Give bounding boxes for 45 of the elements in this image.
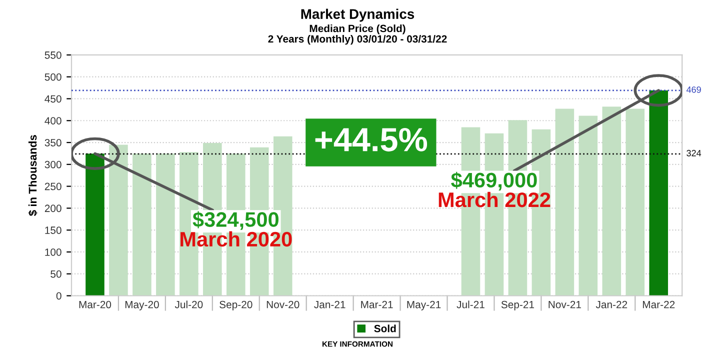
y-tick-label: 200: [44, 204, 62, 212]
x-tick-label: Jan-22: [596, 300, 628, 308]
ref-line-label: 324: [686, 150, 702, 156]
y-tick-label: 400: [44, 117, 62, 124]
bar: [649, 90, 668, 296]
y-tick-label: 250: [44, 182, 62, 190]
bar: [86, 154, 104, 296]
x-tick-label: Nov-20: [266, 300, 300, 308]
chart-subtitle: Median Price (Sold) 2 Years (Monthly) 03/01/20 - 03/31/22: [268, 24, 447, 45]
annotation: March 2022: [438, 192, 550, 208]
x-tick-label: Mar-22: [642, 300, 675, 308]
annotation: $469,000: [451, 172, 537, 191]
y-tick-label: 300: [44, 160, 62, 168]
x-tick-label: Nov-21: [548, 300, 581, 308]
bar: [602, 106, 622, 296]
annotation: $324,500: [192, 211, 278, 230]
x-tick-label: Mar-21: [361, 300, 393, 308]
annotation: +44.5%: [315, 128, 428, 152]
y-tick-label: 0: [56, 292, 62, 300]
y-tick-label: 100: [45, 248, 62, 256]
y-axis-title: $ in Thousands: [28, 135, 38, 216]
bar: [578, 116, 598, 296]
x-tick-label: Jul-20: [174, 300, 203, 308]
x-tick-label: Jan-21: [314, 300, 346, 308]
y-tick-label: 450: [44, 95, 62, 103]
x-tick-label: May-21: [407, 300, 441, 310]
x-tick-label: Sep-20: [220, 300, 252, 310]
annotation: March 2020: [180, 231, 292, 247]
bar: [156, 153, 175, 296]
x-tick-label: Mar-20: [79, 300, 112, 308]
bar: [109, 144, 128, 296]
y-tick-label: 150: [45, 226, 62, 234]
x-tick-label: May-20: [125, 300, 159, 310]
y-tick-label: 500: [44, 73, 62, 81]
x-tick-label: Jul-21: [456, 300, 484, 308]
y-tick-label: 550: [44, 51, 62, 59]
y-tick-label: 350: [44, 139, 62, 146]
bar: [555, 108, 574, 296]
x-tick-label: Sep-21: [501, 300, 534, 310]
ref-line-label: 469: [686, 86, 701, 93]
bar: [626, 108, 645, 296]
chart-title: Market Dynamics: [301, 8, 414, 22]
legend-label: Sold: [374, 324, 396, 332]
bar: [132, 153, 152, 296]
y-tick-label: 50: [50, 270, 62, 278]
